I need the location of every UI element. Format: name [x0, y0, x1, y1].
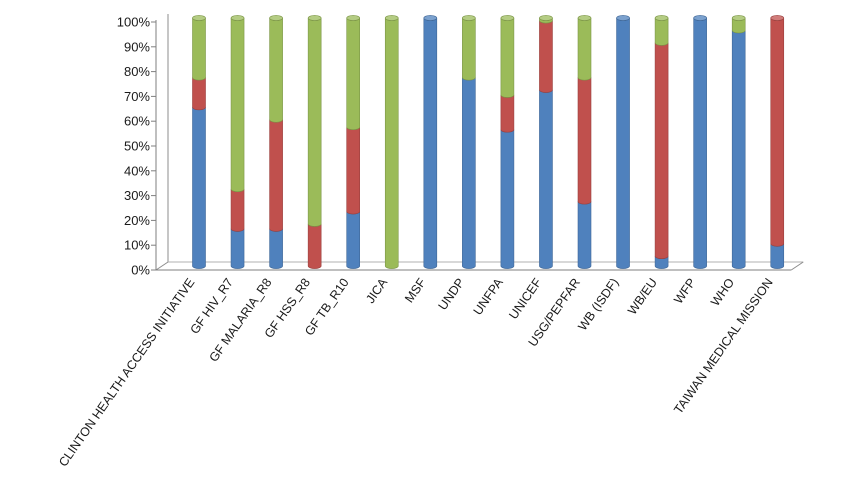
y-tick-label: 30%	[124, 188, 150, 203]
bar-top-cap	[346, 15, 361, 21]
x-tick-label: UNDP	[436, 276, 468, 313]
bar-top-cap	[577, 15, 592, 21]
bar-segment	[346, 127, 360, 215]
bar-top-cap	[384, 15, 399, 21]
bar-segment	[500, 17, 515, 98]
bar-segment	[577, 17, 592, 81]
bar-top-cap	[616, 15, 630, 21]
bar-segment	[577, 77, 592, 205]
y-tick-label: 60%	[124, 114, 150, 129]
x-tick-label: WFP	[671, 276, 698, 307]
bar-segment	[770, 17, 785, 247]
y-tick-label: 90%	[124, 39, 150, 54]
bar-stack	[577, 15, 592, 269]
bar-segment	[192, 107, 206, 269]
bar-segment	[307, 223, 322, 269]
bar-top-cap	[307, 15, 322, 21]
bar-stack	[770, 15, 785, 269]
y-tick-label: 40%	[124, 163, 150, 178]
bar-segment	[539, 20, 553, 93]
bar-segment	[539, 89, 553, 269]
bar-segment	[230, 17, 245, 193]
y-tick-label: 50%	[124, 139, 150, 154]
y-tick-label: 80%	[124, 64, 150, 79]
y-tick-label: 0%	[131, 263, 150, 278]
bar-segment	[269, 119, 283, 232]
bar-top-cap	[654, 15, 669, 21]
x-tick-label: WHO	[708, 275, 737, 308]
bar-stack	[462, 15, 476, 269]
bar-segment	[269, 228, 283, 269]
y-tick-label: 20%	[124, 213, 150, 228]
bar-segment	[500, 94, 515, 133]
bar-stack	[384, 15, 399, 269]
bar-stack	[500, 15, 515, 269]
bar-stack	[423, 15, 438, 269]
bar-segment	[693, 17, 707, 269]
bar-top-cap	[731, 15, 746, 21]
bar-segment	[384, 17, 399, 269]
bar-segment	[269, 17, 283, 123]
bar-top-cap	[539, 15, 553, 21]
bar-segment	[230, 189, 245, 232]
bar-segment	[192, 17, 206, 81]
bar-top-cap	[462, 15, 476, 21]
bar-stack	[731, 15, 746, 269]
bar-top-cap	[423, 15, 438, 21]
bar-stack	[346, 15, 361, 269]
bar-stack	[230, 15, 245, 269]
bar-segment	[616, 17, 630, 269]
bar-segment	[731, 30, 746, 269]
bar-segment	[423, 17, 438, 269]
bar-top-cap	[269, 15, 283, 21]
bar-segment	[346, 17, 360, 131]
bar-segment	[577, 201, 592, 269]
bar-top-cap	[693, 15, 707, 21]
bar-top-cap	[192, 15, 206, 21]
x-tick-label: JICA	[363, 275, 390, 306]
x-tick-label: UNICEF	[506, 275, 544, 321]
y-tick-label: 100%	[117, 15, 151, 30]
bar-segment	[770, 243, 785, 269]
y-axis: 0% 10% 20% 30% 40% 50% 60% 70% 80% 90% 100%	[117, 15, 156, 278]
bar-stack	[693, 15, 707, 269]
bar-stack	[654, 15, 669, 269]
bar-segment	[230, 228, 245, 269]
bar-segment	[192, 77, 206, 111]
x-tick-label: MSF	[402, 275, 429, 305]
bar-stack	[616, 15, 630, 269]
bar-segment	[346, 211, 360, 269]
bar-segment	[462, 77, 476, 269]
bar-segment	[500, 129, 515, 269]
bar-segment	[307, 17, 322, 227]
bar-top-cap	[500, 15, 515, 21]
y-tick-label: 10%	[124, 238, 150, 253]
bars	[192, 15, 785, 269]
y-tick-label: 70%	[124, 89, 150, 104]
x-tick-label: UNFPA	[471, 275, 507, 318]
bar-stack	[307, 15, 322, 269]
bar-segment	[654, 42, 669, 259]
bar-top-cap	[770, 15, 785, 21]
bar-stack	[539, 15, 553, 269]
bar-stack	[269, 15, 283, 269]
bar-segment	[654, 17, 669, 46]
bar-top-cap	[230, 15, 245, 21]
x-tick-label: WB/EU	[625, 276, 660, 318]
bar-stack	[192, 15, 206, 269]
x-tick-label: CLINTON HEALTH ACCESS INITIATIVE	[56, 276, 197, 470]
bar-segment	[462, 17, 476, 81]
